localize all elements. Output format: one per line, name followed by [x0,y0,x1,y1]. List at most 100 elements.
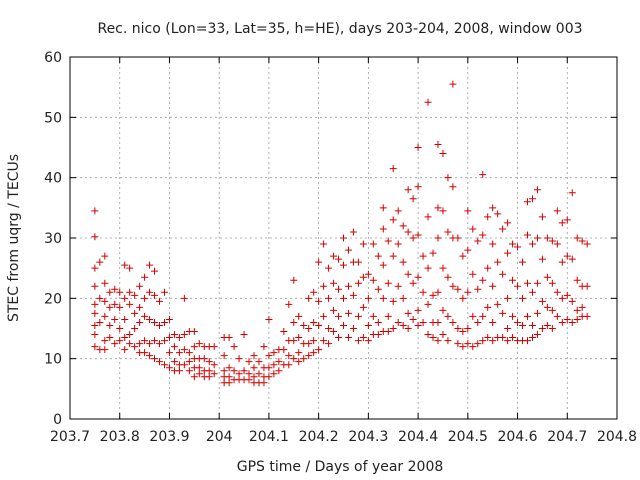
data-point-marker [469,343,477,351]
data-point-marker [91,233,99,241]
data-point-marker [528,334,536,342]
data-point-marker [285,300,293,308]
data-point-marker [374,331,382,339]
data-point-marker [384,328,392,336]
data-point-marker [101,346,109,354]
data-point-marker [454,325,462,332]
data-point-marker [519,321,527,329]
data-point-marker [146,261,154,269]
data-point-marker [533,331,541,339]
data-point-marker [414,144,422,151]
data-point-marker [359,303,367,311]
data-point-marker [101,297,109,305]
data-point-marker [404,186,412,194]
data-point-marker [340,294,347,302]
data-point-marker [389,252,397,260]
data-point-marker [548,237,556,245]
data-point-marker [474,318,482,326]
data-point-marker [523,312,531,320]
data-point-marker [240,331,248,339]
data-point-marker [364,294,372,302]
data-point-marker [200,355,208,363]
data-point-marker [126,331,134,339]
data-point-marker [165,364,173,372]
data-point-marker [121,294,129,302]
data-point-marker [454,285,462,293]
data-point-marker [489,240,497,248]
data-point-marker [523,337,531,345]
data-point-marker [479,312,487,320]
data-point-marker [538,255,546,263]
data-point-marker [156,358,164,366]
data-point-marker [359,240,367,248]
data-point-marker [195,364,203,372]
data-point-marker [305,294,313,302]
data-point-marker [484,334,492,342]
data-point-marker [519,294,527,302]
chart-title: Rec. nico (Lon=33, Lat=35, h=HE), days 2… [97,21,582,37]
data-point-marker [464,340,472,348]
data-point-marker [464,207,472,215]
data-point-marker [91,207,99,215]
data-point-marker [419,252,427,260]
data-point-marker [379,225,387,233]
data-point-marker [479,276,487,284]
data-point-marker [121,315,129,323]
data-point-marker [404,228,412,236]
data-point-marker [494,258,502,266]
data-point-marker [394,207,402,215]
x-tick-label: 203.7 [50,429,90,445]
data-point-marker [558,219,566,227]
data-point-marker [210,343,218,351]
data-point-marker [523,198,531,206]
data-point-marker [116,288,124,296]
data-point-marker [101,252,109,260]
data-point-marker [454,340,462,348]
data-point-marker [444,174,452,182]
data-point-marker [126,288,134,296]
data-point-marker [116,337,124,345]
data-point-marker [509,334,517,342]
y-tick-label: 20 [44,291,62,307]
data-point-marker [255,358,263,366]
data-point-marker [96,258,104,266]
data-point-marker [121,346,129,354]
data-point-marker [414,321,422,329]
data-point-marker [548,279,556,287]
data-point-marker [504,219,512,227]
data-point-marker [414,306,422,314]
data-point-marker [330,328,338,336]
data-point-marker [509,312,517,320]
data-point-marker [325,294,333,302]
data-point-marker [464,325,472,332]
y-tick-label: 40 [44,171,62,187]
data-point-marker [190,373,198,381]
data-point-marker [315,297,323,305]
data-point-marker [369,240,377,248]
data-point-marker [275,358,283,366]
data-point-marker [553,207,561,215]
data-point-marker [384,237,392,245]
data-point-marker [295,312,303,320]
data-point-marker [91,264,99,272]
data-point-marker [459,294,467,302]
x-axis-label: GPS time / Days of year 2008 [237,459,444,475]
data-point-marker [474,340,482,348]
axis-ticks: 203.7 203.8 203.9 204 204.1 204.2 204.3 204.4 20… [44,50,637,445]
data-point-marker [205,367,213,375]
data-point-marker [389,216,397,224]
data-point-marker [533,309,541,317]
data-point-marker [409,234,417,242]
data-point-marker [344,246,352,254]
data-point-marker [568,318,576,326]
data-point-marker [504,325,512,332]
data-point-marker [290,337,298,345]
data-point-marker [414,231,422,239]
data-point-marker [374,252,382,260]
data-point-marker [464,246,472,254]
data-point-marker [141,294,149,302]
data-point-marker [394,318,402,326]
data-point-marker [394,240,402,248]
data-point-marker [300,321,308,329]
data-point-marker [126,300,134,308]
